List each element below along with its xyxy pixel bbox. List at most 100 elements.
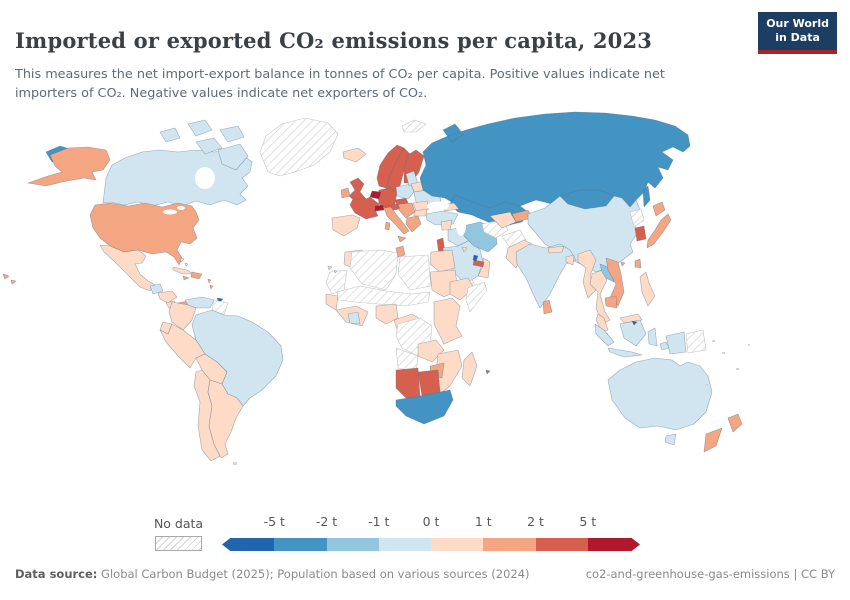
- country-greece[interactable]: [405, 215, 422, 233]
- country-czechia[interactable]: [394, 197, 409, 206]
- legend-tick-label: -5 t: [263, 514, 285, 529]
- country-canada-baffin-island[interactable]: [217, 143, 249, 171]
- legend-tick-label: -1 t: [368, 514, 390, 529]
- country-france[interactable]: [349, 196, 380, 220]
- country-united-kingdom[interactable]: [348, 177, 367, 203]
- country-italy[interactable]: [383, 206, 410, 243]
- legend-bin-4[interactable]: [431, 538, 484, 551]
- country-north-korea[interactable]: [629, 208, 645, 228]
- country-hong-kong[interactable]: [620, 261, 626, 267]
- country-poland[interactable]: [395, 183, 415, 200]
- country-south-korea[interactable]: [634, 225, 647, 242]
- country-egypt[interactable]: [429, 249, 456, 273]
- country-belgium-netherlands[interactable]: [369, 190, 382, 200]
- country-afghanistan[interactable]: [501, 229, 527, 249]
- country-colombia[interactable]: [168, 301, 197, 331]
- country-taiwan[interactable]: [634, 258, 642, 269]
- country-guatemala[interactable]: [149, 283, 164, 295]
- country-papua-new-guinea[interactable]: [685, 329, 707, 354]
- country-kenya-tanzania[interactable]: [433, 297, 463, 345]
- country-south-africa[interactable]: [395, 389, 454, 425]
- country-svalbard[interactable]: [401, 119, 427, 133]
- country-hispaniola[interactable]: [190, 271, 203, 280]
- owid-logo[interactable]: Our World in Data: [758, 12, 837, 54]
- country-indonesia[interactable]: [594, 319, 687, 358]
- country-madagascar[interactable]: [461, 351, 478, 387]
- country-sahel-belt[interactable]: [336, 285, 431, 307]
- country-libya[interactable]: [397, 254, 432, 291]
- legend-bin-6[interactable]: [535, 538, 588, 551]
- country-canada-victoria-island[interactable]: [195, 137, 223, 155]
- legend-tick-label: 0 t: [422, 514, 440, 529]
- country-alaska-usa[interactable]: [27, 146, 111, 187]
- legend-bin-5[interactable]: [483, 538, 536, 551]
- country-ireland[interactable]: [340, 187, 351, 199]
- country-spain-portugal[interactable]: [331, 214, 361, 237]
- legend-bin-1[interactable]: [274, 538, 327, 551]
- country-romania[interactable]: [412, 200, 430, 212]
- data-source: Data source: Global Carbon Budget (2025)…: [15, 567, 530, 581]
- country-canada-arctic-island[interactable]: [219, 125, 245, 143]
- chart-slug-link[interactable]: co2-and-greenhouse-gas-emissions: [585, 567, 790, 581]
- country-tasmania[interactable]: [664, 433, 677, 446]
- country-bangladesh[interactable]: [565, 254, 575, 266]
- country-switzerland[interactable]: [374, 204, 385, 212]
- country-algeria[interactable]: [349, 249, 399, 291]
- country-canada[interactable]: [102, 149, 253, 207]
- country-cambodia[interactable]: [604, 295, 618, 309]
- country-lesser-antilles[interactable]: [207, 278, 214, 290]
- country-india[interactable]: [515, 243, 577, 309]
- legend-bin-0[interactable]: [222, 538, 275, 551]
- legend-ticks: -5 t -2 t -1 t 0 t 1 t 2 t 5 t: [222, 514, 640, 532]
- country-australia[interactable]: [607, 357, 713, 431]
- owid-logo-line1: Our World: [766, 17, 829, 30]
- country-myanmar[interactable]: [577, 249, 597, 299]
- country-somalia[interactable]: [465, 281, 488, 313]
- chart-footer: Data source: Global Carbon Budget (2025)…: [15, 567, 835, 581]
- country-kuwait[interactable]: [461, 246, 468, 253]
- legend-bin-7[interactable]: [587, 538, 640, 551]
- country-botswana[interactable]: [417, 369, 441, 397]
- country-united-arab-emirates[interactable]: [472, 259, 485, 268]
- legend-bar-wrap: -5 t -2 t -1 t 0 t 1 t 2 t 5 t: [222, 514, 640, 551]
- country-senegal-guinea[interactable]: [325, 293, 339, 311]
- country-tunisia[interactable]: [395, 245, 406, 258]
- legend-bin-2[interactable]: [326, 538, 379, 551]
- country-new-zealand[interactable]: [703, 413, 743, 453]
- country-mexico[interactable]: [99, 244, 156, 292]
- country-namibia[interactable]: [395, 367, 421, 401]
- country-bahamas[interactable]: [179, 257, 189, 267]
- country-honduras-nicaragua[interactable]: [157, 290, 178, 304]
- country-hawaii-usa[interactable]: [2, 273, 17, 285]
- country-russia[interactable]: [419, 111, 691, 209]
- country-brunei[interactable]: [631, 320, 638, 326]
- country-argentina[interactable]: [207, 379, 244, 459]
- country-cote-divoire[interactable]: [347, 311, 361, 325]
- country-philippines[interactable]: [639, 271, 656, 307]
- country-cuba[interactable]: [172, 266, 194, 275]
- country-iceland[interactable]: [342, 147, 367, 163]
- country-japan[interactable]: [646, 201, 672, 249]
- license-link[interactable]: CC BY: [800, 567, 835, 581]
- legend-tick-label: 1 t: [474, 514, 492, 529]
- country-vietnam[interactable]: [605, 257, 625, 307]
- country-bulgaria[interactable]: [413, 208, 428, 217]
- country-canary-islands[interactable]: [327, 265, 338, 274]
- country-nepal[interactable]: [547, 245, 565, 254]
- country-canada-arctic-island[interactable]: [159, 127, 181, 143]
- footer-links: co2-and-greenhouse-gas-emissions | CC BY: [586, 567, 835, 581]
- country-mauritius[interactable]: [485, 369, 491, 375]
- legend-tick-label: 5 t: [579, 514, 597, 529]
- country-qatar[interactable]: [472, 254, 479, 262]
- country-syria[interactable]: [440, 219, 453, 231]
- country-nigeria[interactable]: [375, 303, 399, 325]
- country-greenland[interactable]: [259, 117, 339, 177]
- country-sri-lanka[interactable]: [542, 299, 553, 315]
- country-canada-arctic-island[interactable]: [187, 119, 213, 137]
- legend-bin-3[interactable]: [378, 538, 431, 551]
- country-balkans[interactable]: [398, 202, 416, 219]
- no-data-swatch[interactable]: [155, 536, 202, 551]
- country-jamaica[interactable]: [182, 275, 190, 281]
